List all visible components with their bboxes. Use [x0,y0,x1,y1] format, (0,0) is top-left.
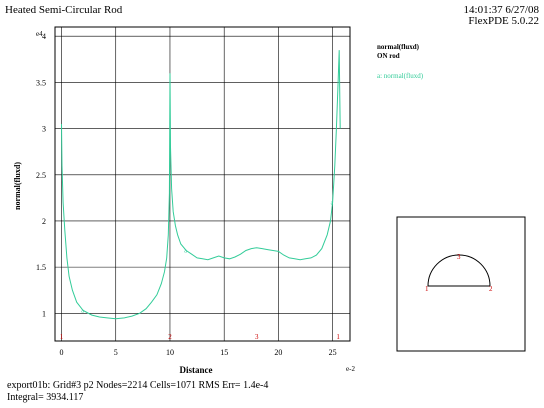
x-tick-label: 10 [166,348,174,357]
timestamp: 14:01:37 6/27/08 [463,4,539,16]
inset-label-3: 3 [457,253,461,261]
series-point-label: a [184,248,187,254]
inset-frame [396,216,526,352]
y-tick-label: 1.5 [36,263,46,272]
y-axis-label: normal(fluxd) [13,162,22,210]
y-tick-label: 3.5 [36,78,46,87]
legend-location: ON rod [377,52,400,60]
x-marker-label: 3 [255,333,259,341]
footer-integral: Integral= 3934.117 [7,392,84,403]
legend-entry: a: normal(fluxd) [377,72,424,80]
plot-title: Heated Semi-Circular Rod [5,4,123,16]
x-tick-label: 0 [60,348,64,357]
x-axis-label: Distance [180,365,213,375]
grid [55,27,350,341]
y-tick-label: 3 [42,125,46,134]
inset-label-1: 1 [425,285,429,293]
x-markers: 1 2 3 1 [60,333,341,341]
y-tick-label: 2.5 [36,171,46,180]
y-tick-label: 4 [42,32,46,41]
x-scale-label: e-2 [346,365,355,373]
inset-label-2: 2 [489,285,493,293]
series-point-label: a [81,309,84,315]
x-marker-label: 1 [60,333,64,341]
version-label: FlexPDE 5.0.22 [468,15,539,27]
series-line [61,50,341,320]
x-tick-label: 20 [274,348,282,357]
x-tick-label: 15 [220,348,228,357]
x-tick-label: 5 [114,348,118,357]
y-scale-label: e4 [36,30,43,38]
series-labels: a a a [81,200,333,314]
x-tick-label: 25 [329,348,337,357]
y-tick-label: 2 [42,217,46,226]
plot-frame [54,26,351,342]
inset-semicircle [427,254,491,287]
series-point-label: a [331,200,334,206]
x-marker-label: 2 [168,333,172,341]
y-tick-label: 1 [42,309,46,318]
tick-labels: 0 5 10 15 20 25 1 1.5 2 2.5 3 3.5 4 [36,32,337,357]
legend-variable: normal(fluxd) [377,43,419,51]
x-marker-label: 1 [336,333,340,341]
footer-stats: export01b: Grid#3 p2 Nodes=2214 Cells=10… [7,380,269,391]
